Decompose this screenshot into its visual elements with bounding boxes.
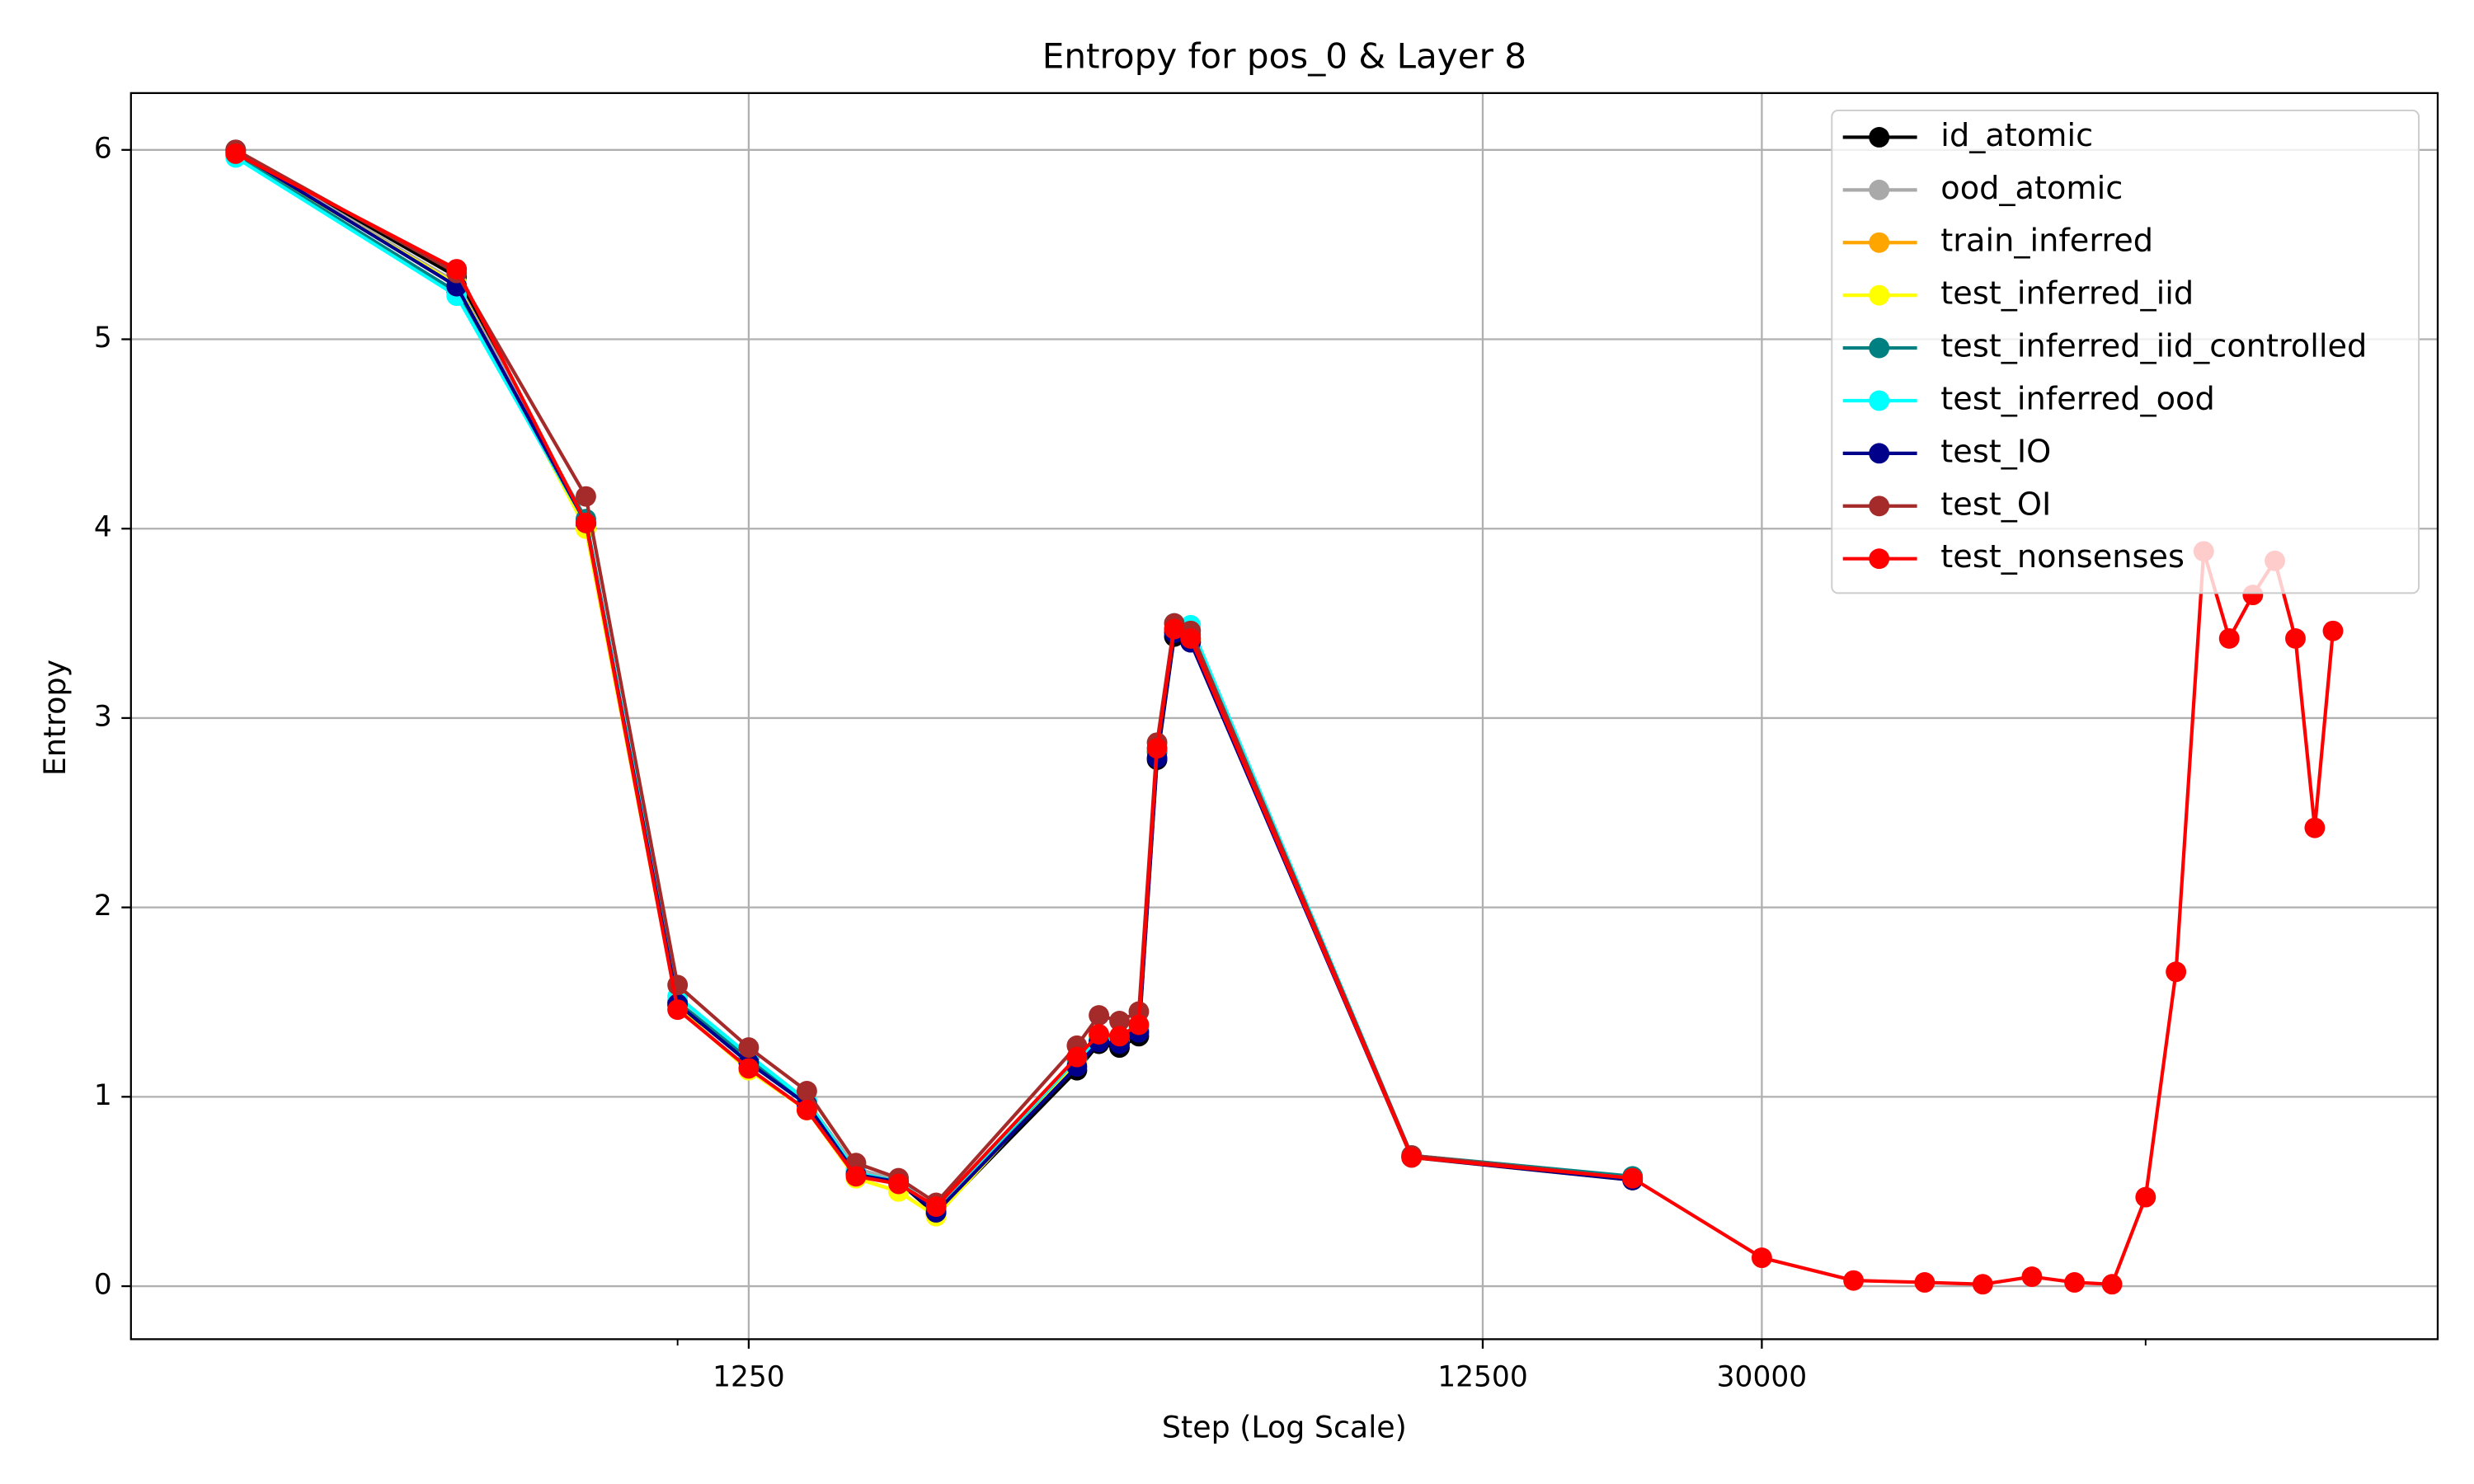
data-point	[1109, 1011, 1130, 1031]
axes-frame	[129, 92, 2439, 1341]
data-point	[1109, 1026, 1130, 1047]
data-point	[1146, 738, 1168, 759]
y-tick-label: 6	[94, 132, 112, 165]
legend-label: train_inferred	[1940, 223, 2153, 260]
legend-label: id_atomic	[1940, 117, 2093, 154]
data-point	[796, 1099, 817, 1120]
legend-box	[1831, 109, 2420, 594]
data-point	[738, 1037, 760, 1059]
legend: id_atomic ood_atomic train_inferred test_in…	[1831, 109, 2420, 594]
data-point	[1089, 1005, 1110, 1026]
data-point	[2285, 628, 2306, 649]
data-point	[738, 1058, 760, 1079]
legend-marker	[1869, 127, 1890, 148]
data-point	[845, 1166, 867, 1187]
data-point	[576, 512, 596, 533]
legend-marker	[1869, 179, 1890, 200]
legend-marker	[1869, 337, 1890, 359]
data-point	[796, 1081, 817, 1101]
data-point	[1972, 1274, 1993, 1295]
y-axis-label: Entropy	[37, 660, 73, 776]
series-line	[234, 152, 2335, 1286]
legend-label: test_inferred_iid_controlled	[1940, 328, 2367, 365]
legend-label: test_inferred_iid	[1940, 275, 2194, 312]
data-point	[1843, 1270, 1865, 1291]
data-point	[1128, 1014, 1150, 1036]
legend-label: test_IO	[1940, 433, 2051, 470]
legend-marker	[1869, 284, 1890, 306]
y-tick-label: 2	[94, 890, 112, 923]
data-point	[446, 259, 468, 279]
ticks: 0 1 2 3 4 5 6 1250 12500 30000	[94, 132, 2147, 1394]
legend-marker	[1869, 495, 1890, 517]
data-point	[2021, 1266, 2043, 1287]
legend-label: test_OI	[1940, 486, 2051, 523]
y-tick-label: 1	[94, 1079, 112, 1112]
x-axis-label: Step (Log Scale)	[1162, 1409, 1407, 1444]
data-point	[2135, 1186, 2157, 1208]
data-point	[1401, 1147, 1423, 1168]
x-tick-label: 12500	[1437, 1361, 1528, 1394]
data-point	[1914, 1272, 1935, 1293]
legend-marker	[1869, 390, 1890, 411]
data-point	[2304, 817, 2326, 838]
data-point	[576, 486, 596, 507]
data-point	[1089, 1024, 1110, 1045]
legend-label: ood_atomic	[1940, 170, 2123, 207]
data-point	[2166, 961, 2187, 983]
data-point	[225, 143, 247, 164]
plot-area	[225, 139, 2344, 1295]
data-point	[1164, 618, 1185, 640]
y-tick-label: 4	[94, 511, 112, 544]
chart-title: Entropy for pos_0 & Layer 8	[1042, 35, 1526, 76]
data-point	[888, 1173, 910, 1195]
data-point	[1622, 1167, 1644, 1189]
data-point	[2218, 628, 2240, 649]
x-tick-label: 30000	[1717, 1361, 1808, 1394]
data-point	[2322, 620, 2344, 641]
data-point	[1751, 1247, 1772, 1269]
y-tick-label: 3	[94, 700, 112, 733]
data-point	[1180, 628, 1202, 649]
y-tick-label: 0	[94, 1269, 112, 1302]
data-point	[2064, 1272, 2085, 1293]
x-tick-label: 1250	[713, 1361, 785, 1394]
legend-label: test_inferred_ood	[1940, 380, 2214, 417]
data-point	[667, 999, 689, 1021]
y-tick-label: 5	[94, 322, 112, 355]
data-point	[925, 1196, 947, 1218]
data-point	[2101, 1274, 2123, 1295]
legend-label: test_nonsenses	[1940, 538, 2185, 575]
legend-marker	[1869, 548, 1890, 570]
legend-marker	[1869, 232, 1890, 253]
legend-marker	[1869, 443, 1890, 464]
data-point	[1066, 1046, 1088, 1068]
